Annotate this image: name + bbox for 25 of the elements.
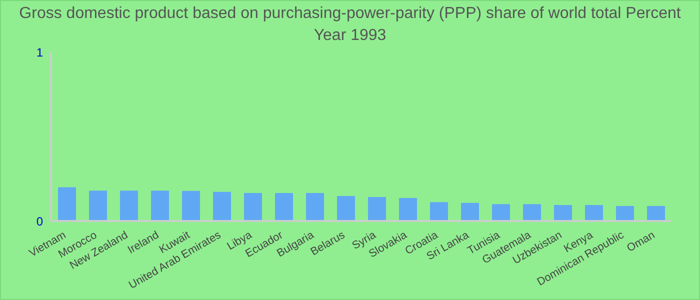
bar [182,190,200,221]
bar [213,192,231,221]
bar [399,198,417,221]
bar [523,204,541,221]
bar [120,190,138,221]
bar [430,202,448,221]
bar [554,204,572,221]
bar [151,190,169,221]
chart-title: Gross domestic product based on purchasing-power-parity (PPP) share of world total Percent [18,4,682,24]
bar [647,206,665,221]
bar [337,196,355,221]
bar [275,192,293,221]
y-tick-label: 0 [36,214,44,228]
bar [244,192,262,221]
bar [306,192,324,221]
bar [492,204,510,221]
bar [585,204,603,221]
bar [461,202,479,221]
bar [89,190,107,221]
y-tick-label: 1 [36,45,44,60]
bar [616,206,634,221]
bar [58,187,76,221]
x-tick-label: Oman [625,229,657,255]
bar [368,197,386,221]
chart-subtitle: Year 1993 [312,26,388,46]
